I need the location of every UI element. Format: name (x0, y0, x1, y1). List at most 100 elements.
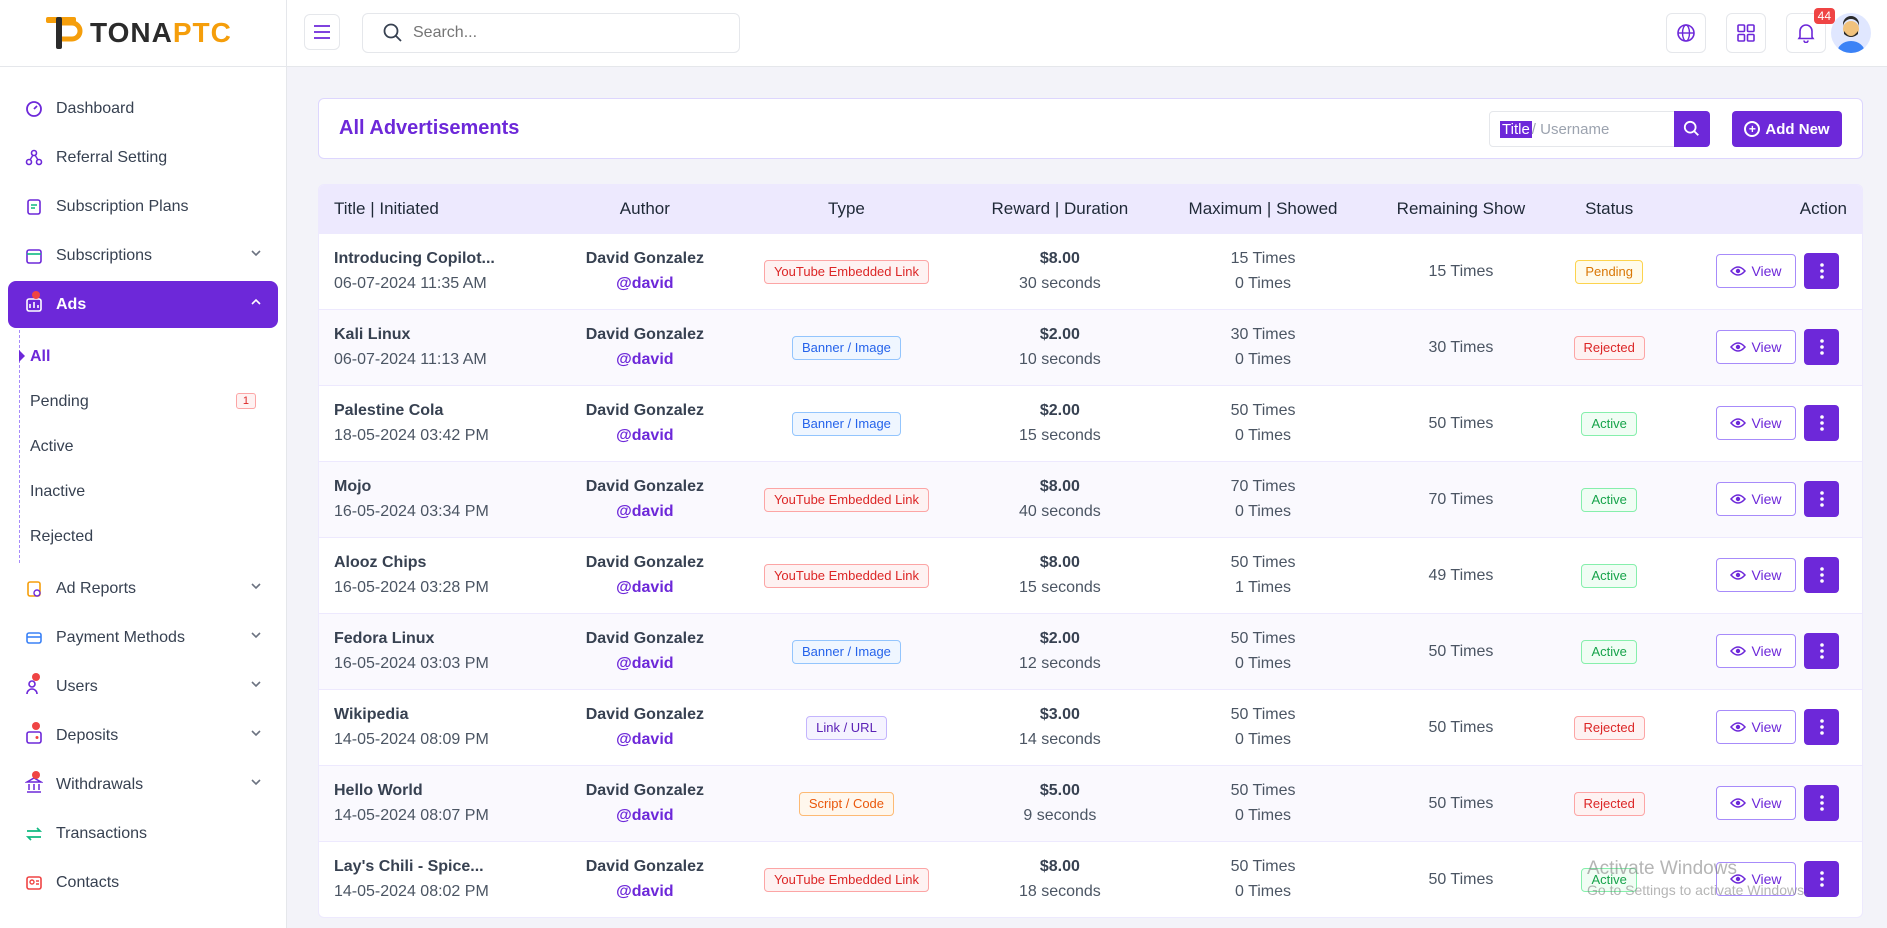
view-button[interactable]: View (1716, 330, 1796, 364)
action-cell: View (1665, 765, 1862, 841)
view-label: View (1751, 794, 1782, 811)
author-username[interactable]: @david (616, 655, 674, 672)
more-actions-button[interactable] (1804, 253, 1839, 289)
ad-date: 06-07-2024 11:35 AM (334, 275, 487, 292)
sidebar-item-ads[interactable]: Ads (8, 281, 278, 328)
sidebar-item-withdrawals[interactable]: Withdrawals (8, 761, 278, 808)
sidebar-item-users[interactable]: Users (8, 663, 278, 710)
author-cell: David Gonzalez @david (559, 385, 731, 461)
sidebar-item-deposits[interactable]: Deposits (8, 712, 278, 759)
eye-icon (1730, 722, 1747, 732)
view-button[interactable]: View (1716, 482, 1796, 516)
author-username[interactable]: @david (616, 275, 674, 292)
author-username[interactable]: @david (616, 883, 674, 901)
ad-date: 16-05-2024 03:03 PM (334, 655, 489, 672)
search-input[interactable] (413, 24, 713, 42)
view-button[interactable]: View (1716, 254, 1796, 288)
author-username[interactable]: @david (616, 731, 674, 748)
avatar[interactable] (1831, 13, 1871, 53)
bell-icon (1797, 24, 1815, 43)
author-cell: David Gonzalez @david (559, 765, 731, 841)
more-actions-button[interactable] (1804, 481, 1839, 517)
add-new-button[interactable]: + Add New (1732, 111, 1842, 147)
withdrawals-icon (24, 775, 44, 795)
duration: 18 seconds (1018, 883, 1101, 901)
reward-amount: $2.00 (1039, 326, 1080, 343)
author-username[interactable]: @david (616, 427, 674, 444)
reward-amount: $8.00 (1039, 250, 1080, 267)
more-actions-button[interactable] (1804, 405, 1839, 441)
submenu-item-inactive[interactable]: Inactive (20, 469, 268, 514)
plans-icon (24, 197, 44, 217)
remaining-cell: 15 Times (1428, 262, 1494, 280)
view-button[interactable]: View (1716, 406, 1796, 440)
more-actions-button[interactable] (1804, 861, 1839, 898)
sidebar-item-contacts[interactable]: Contacts (8, 859, 278, 906)
eye-icon (1730, 418, 1747, 428)
reward-amount: $8.00 (1039, 554, 1080, 571)
sidebar-item-subscription-plans[interactable]: Subscription Plans (8, 183, 278, 230)
topbar: 44 (287, 0, 1887, 67)
ad-title: Kali Linux (334, 326, 411, 343)
table-row: Hello World 14-05-2024 08:07 PM David Gonz… (319, 765, 1862, 841)
view-button[interactable]: View (1716, 558, 1796, 592)
status-badge: Active (1581, 487, 1637, 512)
author-username[interactable]: @david (616, 503, 674, 520)
more-actions-button[interactable] (1804, 633, 1839, 669)
view-button[interactable]: View (1716, 862, 1796, 897)
table-row: Mojo 16-05-2024 03:34 PM David Gonzalez @da… (319, 461, 1862, 537)
author-username[interactable]: @david (616, 807, 674, 824)
submenu-item-active[interactable]: Active (20, 424, 268, 469)
submenu-item-pending[interactable]: Pending 1 (20, 379, 268, 424)
status-cell: Rejected (1553, 689, 1665, 765)
sidebar-item-referral-setting[interactable]: Referral Setting (8, 134, 278, 181)
author-username[interactable]: @david (616, 351, 674, 368)
view-button[interactable]: View (1716, 786, 1796, 820)
menu-toggle-button[interactable] (304, 14, 340, 50)
type-cell: Link / URL (731, 689, 963, 765)
submenu-label: All (30, 347, 51, 365)
duration: 10 seconds (1018, 351, 1101, 368)
submenu-label: Active (30, 437, 74, 455)
column-header: Author (619, 198, 670, 218)
maximum-times: 50 Times (1230, 858, 1296, 876)
sidebar-item-transactions[interactable]: Transactions (8, 810, 278, 857)
notifications-button[interactable]: 44 (1786, 8, 1835, 53)
filter-search-button[interactable] (1674, 111, 1710, 147)
ad-date: 16-05-2024 03:34 PM (334, 503, 489, 520)
maximum-cell: 50 Times 0 Times (1158, 841, 1369, 917)
logo[interactable]: TONAPTC (0, 0, 286, 67)
reward-amount: $5.00 (1039, 782, 1080, 799)
view-label: View (1751, 414, 1782, 431)
maximum-times: 15 Times (1230, 250, 1296, 267)
apps-button[interactable] (1726, 13, 1766, 53)
reward-amount: $2.00 (1039, 630, 1080, 647)
maximum-cell: 50 Times 0 Times (1158, 385, 1369, 461)
submenu-item-rejected[interactable]: Rejected (20, 514, 268, 559)
more-actions-button[interactable] (1804, 709, 1839, 745)
sidebar-item-ad-reports[interactable]: Ad Reports (8, 565, 278, 612)
notification-dot (32, 722, 40, 730)
sidebar-item-label: Ads (56, 295, 87, 313)
submenu-item-all[interactable]: All (19, 334, 268, 379)
more-vertical-icon (1819, 795, 1824, 811)
chevron-down-icon (251, 730, 261, 737)
view-button[interactable]: View (1716, 710, 1796, 744)
filter-placeholder-highlight: Title (1500, 120, 1532, 138)
duration: 40 seconds (1018, 503, 1101, 520)
sidebar-item-dashboard[interactable]: Dashboard (8, 85, 278, 132)
sidebar-item-payment-methods[interactable]: Payment Methods (8, 614, 278, 661)
table-row: Palestine Cola 18-05-2024 03:42 PM David G… (319, 385, 1862, 461)
view-button[interactable]: View (1716, 634, 1796, 668)
type-badge: YouTube Embedded Link (763, 563, 929, 588)
ad-date: 14-05-2024 08:09 PM (334, 731, 489, 748)
more-vertical-icon (1819, 719, 1824, 735)
more-actions-button[interactable] (1804, 329, 1839, 365)
more-actions-button[interactable] (1804, 557, 1839, 593)
author-username[interactable]: @david (616, 579, 674, 596)
sidebar-item-subscriptions[interactable]: Subscriptions (8, 232, 278, 279)
more-actions-button[interactable] (1804, 785, 1839, 821)
search-filter-input[interactable]: Title / Username (1489, 111, 1685, 147)
language-button[interactable] (1666, 13, 1706, 53)
author-name: David Gonzalez (585, 326, 704, 343)
